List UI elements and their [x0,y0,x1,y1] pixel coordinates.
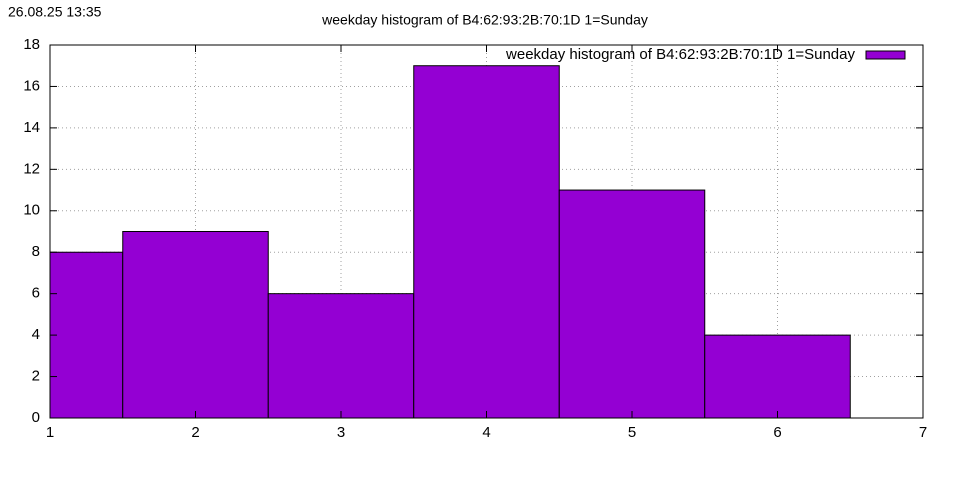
bar [267,293,415,418]
y-tick-label: 14 [23,119,40,136]
chart-title: weekday histogram of B4:62:93:2B:70:1D 1… [321,12,648,28]
bar [50,251,124,418]
bar [122,231,269,418]
bar [704,334,851,418]
y-tick-label: 4 [32,326,40,343]
y-tick-label: 2 [32,368,40,385]
y-tick-label: 18 [23,36,40,53]
bar [558,189,706,418]
y-tick-label: 10 [23,202,40,219]
x-tick-label: 2 [191,424,199,441]
x-tick-label: 5 [628,424,636,441]
bar [413,65,560,418]
legend: weekday histogram of B4:62:93:2B:70:1D 1… [505,46,906,63]
y-tick-label: 8 [32,243,40,260]
y-tick-label: 0 [32,409,40,426]
x-tick-label: 7 [919,424,927,441]
x-tick-label: 6 [773,424,781,441]
bars [50,65,851,418]
legend-label: weekday histogram of B4:62:93:2B:70:1D 1… [505,46,855,63]
legend-swatch [865,50,906,60]
x-tick-label: 4 [482,424,490,441]
timestamp: 26.08.25 13:35 [8,4,102,20]
y-tick-label: 6 [32,285,40,302]
y-tick-label: 12 [23,160,40,177]
x-tick-label: 1 [46,424,54,441]
y-tick-label: 16 [23,77,40,94]
x-tick-label: 3 [337,424,345,441]
